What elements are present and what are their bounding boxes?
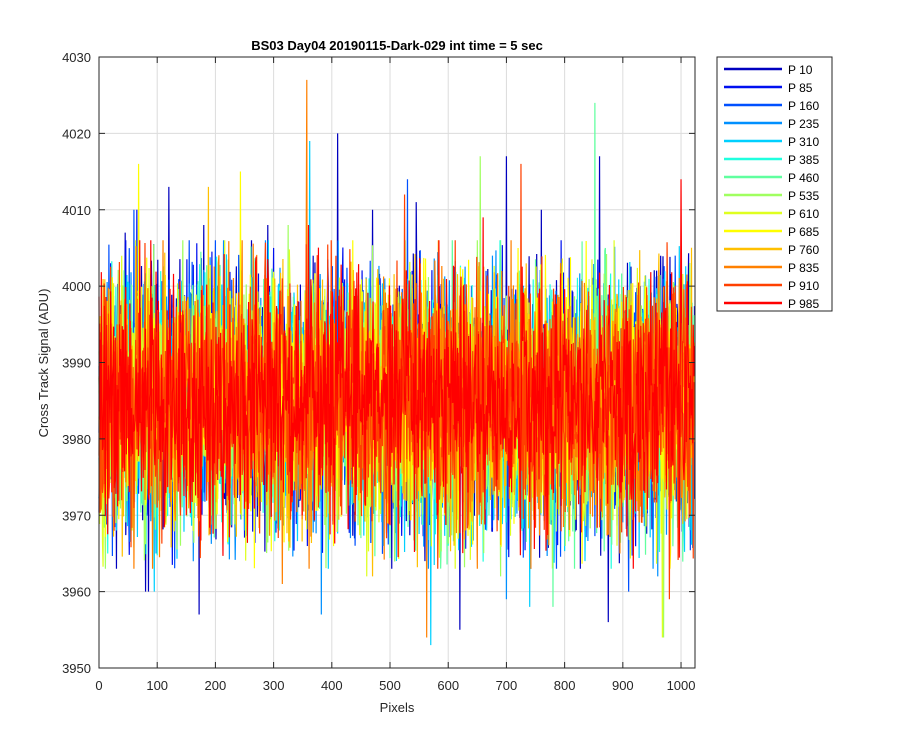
x-tick-label: 700	[496, 678, 518, 693]
legend-entry-label: P 835	[788, 261, 819, 275]
legend: P 10 P 85 P 160 P 235 P 310 P 385 P 460 P 535 P …	[716, 56, 833, 312]
legend-entry-label: P 685	[788, 225, 819, 239]
legend-entry-label: P 460	[788, 171, 819, 185]
legend-entry-label: P 985	[788, 297, 819, 311]
legend-box	[716, 56, 833, 312]
x-tick-label: 1000	[667, 678, 696, 693]
y-tick-label: 3950	[62, 661, 91, 676]
y-tick-label: 3970	[62, 508, 91, 523]
y-tick-label: 4010	[62, 203, 91, 218]
legend-entry-label: P 385	[788, 153, 819, 167]
y-tick-label: 3960	[62, 585, 91, 600]
legend-entry-label: P 535	[788, 189, 819, 203]
x-axis-label: Pixels	[380, 700, 415, 715]
y-tick-label: 4000	[62, 279, 91, 294]
chart-title: BS03 Day04 20190115-Dark-029 int time = …	[251, 38, 543, 53]
series-line	[98, 179, 696, 569]
x-tick-label: 800	[554, 678, 576, 693]
x-tick-label: 600	[437, 678, 459, 693]
legend-entry-label: P 610	[788, 207, 819, 221]
x-tick-label: 100	[146, 678, 168, 693]
y-tick-label: 4030	[62, 50, 91, 65]
legend-entry-label: P 160	[788, 99, 819, 113]
x-tick-label: 300	[263, 678, 285, 693]
x-tick-label: 200	[205, 678, 227, 693]
x-tick-label: 500	[379, 678, 401, 693]
legend-entry-label: P 760	[788, 243, 819, 257]
legend-entry-label: P 910	[788, 279, 819, 293]
y-axis-label: Cross Track Signal (ADU)	[36, 289, 51, 438]
plot-series	[98, 79, 696, 646]
y-tick-label: 4020	[62, 126, 91, 141]
legend-entry-label: P 10	[788, 63, 813, 77]
y-tick-label: 3980	[62, 432, 91, 447]
legend-entry-label: P 310	[788, 135, 819, 149]
axis-ticks: 0 100 200 300 400 500 600 700 800 900 1000 3950 3960…	[62, 50, 695, 693]
x-tick-label: 0	[95, 678, 102, 693]
x-tick-label: 400	[321, 678, 343, 693]
y-tick-label: 3990	[62, 356, 91, 371]
legend-entry-label: P 235	[788, 117, 819, 131]
legend-entry-label: P 85	[788, 81, 813, 95]
x-tick-label: 900	[612, 678, 634, 693]
